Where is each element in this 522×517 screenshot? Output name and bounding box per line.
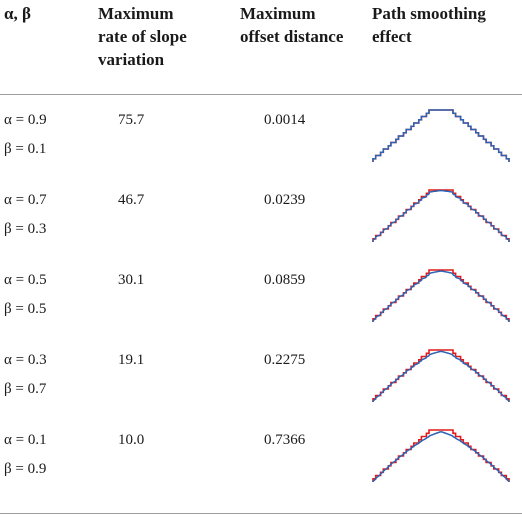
row-5-offset-distance: 0.7366 [264, 432, 306, 448]
row-4-beta: β = 0.7 [4, 381, 47, 397]
row-3-offset-distance: 0.0859 [264, 272, 306, 288]
row-1-path-smoothing-plot [372, 109, 510, 162]
row-1-beta: β = 0.1 [4, 141, 47, 157]
row-5-slope-variation: 10.0 [118, 432, 145, 448]
smoothed-path-line [372, 189, 510, 242]
row-3-beta: β = 0.5 [4, 301, 47, 317]
row-1-slope-variation: 75.7 [118, 112, 145, 128]
row-1-alpha: α = 0.9 [4, 112, 47, 128]
row-3-path-smoothing-plot [372, 269, 510, 322]
row-2-slope-variation: 46.7 [118, 192, 145, 208]
smoothed-path-line [372, 350, 510, 402]
row-4-slope-variation: 19.1 [118, 352, 145, 368]
header-path-smoothing-effect: Path smoothing effect [372, 4, 486, 46]
row-5-beta: β = 0.9 [4, 461, 47, 477]
row-2-beta: β = 0.3 [4, 221, 47, 237]
header-max-offset-distance: Maximum offset distance [240, 4, 344, 46]
row-3-slope-variation: 30.1 [118, 272, 145, 288]
row-2-offset-distance: 0.0239 [264, 192, 306, 208]
smoothed-path-line [372, 431, 510, 483]
table-bottom-rule [0, 513, 522, 514]
header-max-slope-variation: Maximum rate of slope variation [98, 4, 187, 69]
smoothed-path-line [372, 270, 510, 322]
row-2-alpha: α = 0.7 [4, 192, 47, 208]
row-5-alpha: α = 0.1 [4, 432, 47, 448]
header-divider [0, 94, 522, 95]
row-5-path-smoothing-plot [372, 429, 510, 483]
row-2-path-smoothing-plot [372, 189, 510, 242]
original-path-line [372, 189, 510, 242]
row-4-alpha: α = 0.3 [4, 352, 47, 368]
smoothed-path-line [372, 109, 510, 162]
row-3-alpha: α = 0.5 [4, 272, 47, 288]
header-alpha-beta: α, β [4, 4, 31, 23]
row-4-path-smoothing-plot [372, 349, 510, 402]
original-path-line [372, 349, 510, 402]
original-path-line [372, 109, 510, 162]
original-path-line [372, 429, 510, 482]
row-1-offset-distance: 0.0014 [264, 112, 306, 128]
row-4-offset-distance: 0.2275 [264, 352, 306, 368]
original-path-line [372, 269, 510, 322]
